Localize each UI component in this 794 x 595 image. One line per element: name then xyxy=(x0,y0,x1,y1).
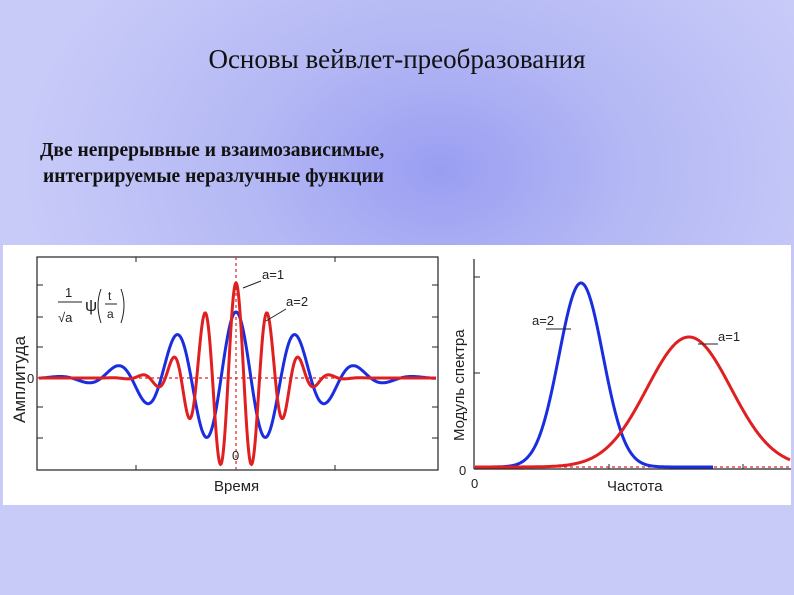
left-label-a1: a=1 xyxy=(262,267,284,282)
left-xlabel: Время xyxy=(214,478,259,495)
right-ylabel: Модуль спектра xyxy=(451,329,468,441)
formula-psi: ψ xyxy=(85,296,97,315)
formula-numerator: 1 xyxy=(65,285,72,300)
right-plot: Модуль спектра Частота 0 0 a=2 a=1 xyxy=(451,259,791,495)
subtitle-line-2: интегрируемые неразлучные функции xyxy=(43,166,385,187)
right-zero-x: 0 xyxy=(471,476,478,491)
wavelet-formula-icon: 1 √a ψ t a xyxy=(58,285,125,325)
left-ylabel: Амплитуда xyxy=(10,336,29,423)
right-zero-y: 0 xyxy=(459,463,466,478)
slide-subtitle: Две непрерывные и взаимозависимые, интег… xyxy=(40,138,384,190)
slide-title: Основы вейвлет-преобразования xyxy=(208,44,586,74)
left-zero-x: 0 xyxy=(232,448,239,463)
left-plot-ticks xyxy=(37,257,438,470)
right-xlabel: Частота xyxy=(607,478,663,495)
left-zero-y: 0 xyxy=(27,371,34,386)
formula-a: a xyxy=(107,307,114,321)
formula-sqrt: √a xyxy=(58,310,73,325)
subtitle-line-1: Две непрерывные и взаимозависимые, xyxy=(40,140,385,161)
curve-a1-time xyxy=(39,280,436,467)
right-label-a2: a=2 xyxy=(532,313,554,328)
wavelet-figure: Амплитуда Время 0 0 1 √a ψ t a a=1 a=2 xyxy=(3,245,791,505)
formula-t: t xyxy=(108,289,112,303)
curve-a1-spectrum xyxy=(475,335,791,469)
left-label-a2: a=2 xyxy=(286,294,308,309)
curve-a2-spectrum xyxy=(475,281,713,469)
left-plot: Амплитуда Время 0 0 1 √a ψ t a a=1 a=2 xyxy=(10,256,439,495)
right-plot-area xyxy=(474,259,791,469)
right-label-a1: a=1 xyxy=(718,329,740,344)
figure-svg: Амплитуда Время 0 0 1 √a ψ t a a=1 a=2 xyxy=(10,256,791,495)
